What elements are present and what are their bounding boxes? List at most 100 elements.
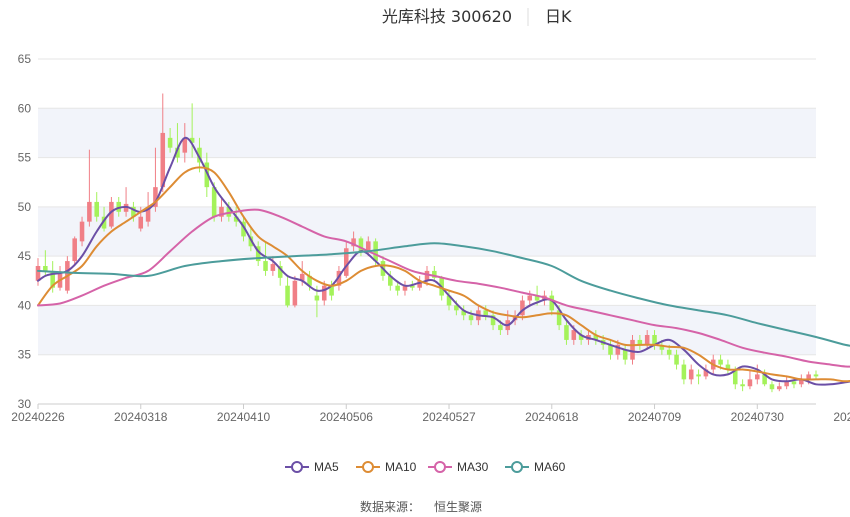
candle: [637, 335, 643, 350]
candle-body: [395, 285, 400, 291]
y-tick-label: 65: [18, 52, 32, 66]
candle-body: [94, 201, 99, 217]
candle-body: [564, 325, 569, 340]
candle-body: [153, 187, 158, 207]
legend-item-ma10[interactable]: MA10: [356, 460, 417, 474]
candle: [189, 103, 195, 158]
candle-body: [578, 335, 584, 340]
legend-marker-icon: [291, 461, 303, 473]
candle-body: [461, 310, 466, 316]
candle-body: [556, 310, 562, 326]
candle-body: [424, 270, 430, 281]
source-value: 恒生聚源: [434, 500, 482, 514]
candle-body: [732, 369, 738, 385]
candle-body: [277, 266, 283, 278]
candle-body: [432, 270, 437, 278]
candle: [740, 379, 745, 392]
legend: MA5 MA10 MA30 MA60: [285, 460, 566, 474]
legend-item-ma60[interactable]: MA60: [505, 460, 566, 474]
candle-body: [197, 147, 202, 163]
candle-body: [410, 285, 415, 288]
candle: [527, 290, 533, 306]
candle-body: [101, 216, 107, 229]
legend-label: MA60: [534, 460, 566, 474]
candle-body: [498, 325, 503, 331]
candle: [674, 349, 679, 370]
candle-body: [688, 369, 694, 380]
x-tick-label: 20240527: [422, 410, 476, 424]
candle-body: [402, 285, 408, 291]
candle: [292, 275, 298, 308]
candle: [777, 382, 782, 392]
ma-line-ma10: [37, 166, 850, 383]
candle-body: [204, 162, 210, 188]
candle-body: [791, 381, 797, 385]
legend-item-ma30[interactable]: MA30: [428, 460, 489, 474]
candle: [681, 359, 687, 385]
candle-body: [50, 270, 55, 288]
moving-average-lines: [37, 136, 850, 386]
legend-marker-icon: [434, 461, 446, 473]
candle: [564, 320, 569, 345]
candle-body: [637, 339, 643, 345]
candle: [50, 261, 55, 293]
candle-body: [175, 147, 180, 158]
legend-item-ma5[interactable]: MA5: [285, 460, 339, 474]
y-tick-label: 30: [18, 397, 32, 411]
candle: [755, 364, 760, 385]
candle: [160, 93, 166, 193]
candle-body: [446, 295, 452, 306]
candle-body: [666, 349, 672, 355]
candle-body: [644, 335, 650, 345]
candle-body: [241, 221, 246, 237]
candle-body: [72, 238, 77, 262]
candle: [725, 359, 731, 375]
candle-body: [167, 137, 173, 148]
candle-body: [299, 273, 305, 281]
y-tick-label: 50: [18, 200, 32, 214]
candle-body: [388, 275, 393, 286]
candle-body: [630, 339, 635, 360]
candle-body: [182, 137, 188, 153]
candle: [578, 330, 584, 345]
candle: [747, 369, 753, 390]
candle: [608, 339, 613, 360]
candle: [703, 364, 709, 380]
candle-body: [762, 374, 767, 385]
candle: [182, 123, 188, 163]
candle: [395, 280, 400, 296]
candle: [424, 266, 430, 286]
candle-body: [549, 295, 555, 311]
candle-body: [747, 379, 753, 387]
candle: [175, 123, 180, 163]
candle: [277, 261, 283, 286]
candle-body: [233, 216, 239, 222]
candle-body: [740, 384, 745, 387]
candle: [351, 231, 356, 252]
candle-body: [87, 201, 92, 222]
candle-body: [35, 266, 41, 281]
x-tick-label: 20240506: [320, 410, 374, 424]
candle: [644, 330, 650, 350]
candle-body: [608, 344, 613, 355]
candle: [131, 201, 136, 222]
chart-header: 光库科技 300620 日K: [382, 7, 572, 26]
candle-body: [696, 374, 701, 377]
candle: [255, 241, 261, 266]
candle: [72, 236, 77, 266]
legend-label: MA10: [385, 460, 417, 474]
period-tab-daily[interactable]: 日K: [545, 7, 572, 26]
candle-body: [314, 295, 320, 301]
legend-marker-icon: [511, 461, 523, 473]
legend-label: MA30: [457, 460, 489, 474]
candle-body: [468, 315, 474, 321]
candle: [167, 128, 173, 153]
candle-body: [615, 344, 621, 355]
candle: [696, 369, 701, 385]
candle-body: [263, 261, 268, 271]
candle: [226, 201, 232, 222]
candle: [490, 310, 496, 331]
y-tick-label: 60: [18, 101, 32, 115]
x-tick-label: 20240318: [114, 410, 168, 424]
candle: [219, 197, 224, 222]
